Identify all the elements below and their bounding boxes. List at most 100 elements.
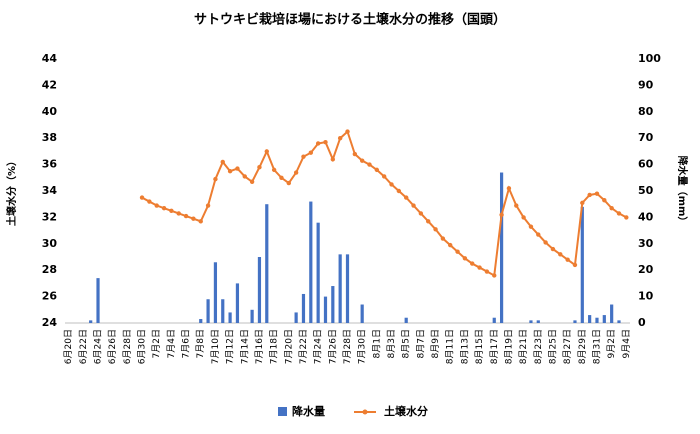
bar bbox=[257, 257, 262, 323]
y-tick-label: 30 bbox=[42, 237, 58, 250]
point bbox=[624, 215, 629, 220]
point bbox=[227, 169, 233, 174]
bar bbox=[529, 320, 533, 323]
point bbox=[433, 227, 438, 232]
point bbox=[308, 150, 314, 155]
point bbox=[609, 205, 614, 211]
point bbox=[602, 198, 607, 203]
point bbox=[139, 195, 145, 200]
x-tick-label: 8月7日 bbox=[415, 329, 426, 358]
point bbox=[514, 203, 519, 208]
point bbox=[572, 262, 578, 268]
x-tick-label: 8月1日 bbox=[371, 329, 382, 358]
point bbox=[470, 261, 475, 266]
y-tick-label: 26 bbox=[42, 290, 58, 303]
bar bbox=[250, 309, 254, 323]
y2-tick-label: 80 bbox=[638, 105, 654, 118]
x-tick-label: 7月4日 bbox=[166, 329, 177, 358]
y-tick-label: 40 bbox=[42, 105, 58, 118]
bar bbox=[199, 319, 203, 323]
bar bbox=[404, 317, 408, 323]
y2-tick-label: 30 bbox=[638, 237, 654, 250]
point bbox=[367, 162, 372, 167]
point bbox=[293, 170, 299, 175]
point bbox=[543, 240, 548, 245]
y2-axis-label: 降水量（mm） bbox=[676, 156, 689, 227]
bar bbox=[89, 320, 93, 323]
legend-label: 降水量 bbox=[292, 404, 325, 418]
point bbox=[301, 154, 306, 159]
point bbox=[521, 215, 526, 220]
point bbox=[337, 136, 343, 141]
y-tick-label: 28 bbox=[42, 263, 57, 276]
point bbox=[506, 186, 512, 191]
bar bbox=[331, 286, 335, 323]
bar bbox=[221, 299, 225, 323]
bar bbox=[206, 299, 210, 323]
point bbox=[440, 236, 446, 241]
y2-tick-label: 0 bbox=[638, 316, 646, 329]
x-tick-label: 7月20日 bbox=[283, 329, 294, 364]
bar bbox=[360, 304, 364, 323]
point bbox=[242, 174, 247, 179]
bar bbox=[96, 278, 100, 323]
point bbox=[154, 203, 159, 208]
x-tick-label: 7月28日 bbox=[342, 329, 353, 364]
x-tick-label: 6月24日 bbox=[93, 329, 104, 364]
x-tick-label: 8月13日 bbox=[459, 329, 470, 364]
x-tick-label: 9月2日 bbox=[606, 329, 617, 358]
x-tick-label: 9月4日 bbox=[621, 329, 632, 358]
bar bbox=[580, 206, 584, 323]
bar bbox=[573, 320, 577, 323]
point bbox=[169, 208, 174, 213]
point bbox=[418, 211, 424, 216]
x-tick-label: 8月11日 bbox=[445, 329, 456, 364]
y-tick-label: 36 bbox=[42, 158, 58, 171]
x-tick-label: 8月23日 bbox=[533, 329, 544, 364]
bar bbox=[316, 222, 320, 323]
y-axis-label: 土壌水分（%） bbox=[5, 156, 18, 226]
legend-label: 土壌水分 bbox=[384, 404, 428, 418]
x-tick-label: 8月19日 bbox=[503, 329, 514, 364]
point bbox=[161, 205, 167, 211]
chart-title: サトウキビ栽培ほ場における土壌水分の推移（国頭） bbox=[194, 12, 506, 28]
x-tick-label: 8月3日 bbox=[386, 329, 397, 358]
bar bbox=[213, 262, 218, 323]
x-tick-label: 7月24日 bbox=[313, 329, 324, 364]
bar bbox=[602, 315, 606, 323]
x-tick-label: 8月25日 bbox=[547, 329, 558, 364]
line bbox=[141, 129, 627, 278]
x-tick-label: 8月5日 bbox=[401, 329, 412, 358]
point bbox=[558, 252, 563, 257]
x-tick-label: 6月22日 bbox=[78, 329, 89, 364]
point bbox=[396, 188, 402, 194]
point bbox=[426, 219, 431, 224]
y2-tick-label: 100 bbox=[638, 52, 661, 65]
y-tick-label: 34 bbox=[42, 184, 58, 197]
x-tick-label: 7月16日 bbox=[254, 329, 265, 364]
bar bbox=[617, 320, 621, 323]
point bbox=[580, 200, 585, 206]
point bbox=[404, 195, 409, 200]
point bbox=[389, 182, 394, 187]
x-tick-label: 8月27日 bbox=[562, 329, 573, 364]
bar bbox=[228, 312, 232, 323]
point bbox=[345, 129, 350, 134]
point bbox=[594, 191, 600, 196]
point bbox=[616, 211, 622, 216]
x-tick-label: 6月30日 bbox=[137, 329, 148, 364]
legend-swatch bbox=[278, 407, 287, 416]
y2-tick-label: 10 bbox=[638, 290, 654, 303]
y-tick-label: 32 bbox=[42, 210, 57, 223]
x-tick-label: 7月22日 bbox=[298, 329, 309, 364]
point bbox=[198, 219, 203, 224]
x-tick-label: 7月18日 bbox=[269, 329, 280, 364]
point bbox=[315, 141, 321, 146]
point bbox=[286, 180, 291, 186]
point bbox=[176, 211, 181, 216]
point bbox=[477, 265, 482, 270]
point bbox=[411, 203, 416, 208]
point bbox=[587, 192, 592, 198]
y2-tick-label: 20 bbox=[638, 263, 654, 276]
